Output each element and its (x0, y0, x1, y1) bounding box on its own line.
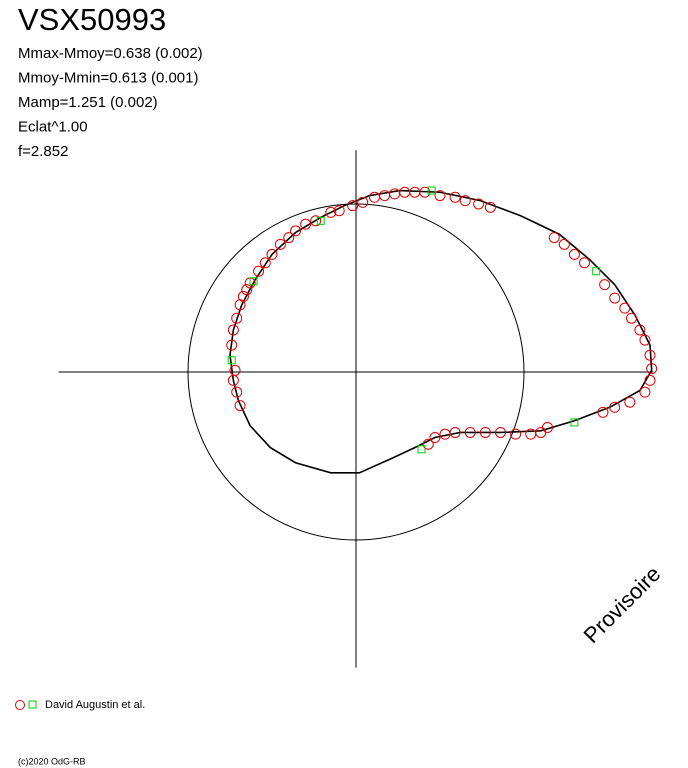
data-point (578, 257, 590, 269)
data-point (253, 265, 265, 277)
data-point (510, 428, 522, 440)
legend-label: David Augustin et al. (45, 699, 145, 711)
data-point (316, 216, 325, 225)
data-point (241, 284, 253, 296)
stat-line: Mmax-Mmoy=0.638 (0.002) (18, 45, 203, 62)
reference-circle (187, 203, 525, 541)
data-point (639, 334, 651, 346)
data-point (639, 386, 651, 398)
data-point (494, 426, 506, 438)
data-point (597, 406, 609, 418)
data-point (464, 426, 476, 438)
data-point (548, 232, 560, 244)
data-point (634, 324, 646, 336)
data-point (227, 324, 239, 336)
data-point (389, 188, 401, 200)
data-point (473, 198, 485, 210)
data-point (644, 374, 656, 386)
data-point (283, 232, 295, 244)
data-point (399, 186, 411, 198)
data-point (357, 196, 369, 208)
data-point (266, 248, 278, 260)
data-point (310, 215, 322, 227)
stat-line: Eclat^1.00 (18, 118, 88, 135)
data-point (542, 421, 554, 433)
data-point (479, 426, 491, 438)
data-point (229, 364, 241, 376)
data-point (419, 186, 431, 198)
data-point (449, 426, 461, 438)
data-point (249, 277, 258, 286)
data-point (429, 432, 441, 444)
data-point (259, 257, 271, 269)
footer: (c)2020 OdG-RB (18, 756, 86, 766)
data-point (434, 190, 446, 202)
data-point (226, 339, 238, 351)
data-point (535, 426, 547, 438)
data-point (237, 290, 249, 302)
data-point (300, 218, 312, 230)
data-point (568, 248, 580, 260)
data-point (231, 312, 243, 324)
data-point (227, 356, 236, 365)
stat-line: Mamp=1.251 (0.002) (18, 94, 158, 111)
legend-square (28, 700, 37, 709)
data-point (379, 190, 391, 202)
data-point (644, 349, 656, 361)
chart-title: VSX50993 (18, 2, 166, 37)
data-point (592, 267, 601, 276)
data-point (599, 279, 611, 291)
data-point (646, 363, 658, 375)
data-point (333, 205, 345, 217)
data-point (609, 401, 621, 413)
data-point (409, 186, 421, 198)
data-point (368, 191, 380, 203)
data-point (624, 396, 636, 408)
data-point (234, 400, 246, 412)
stat-line: f=2.852 (18, 143, 68, 160)
data-point (290, 225, 302, 237)
data-point (459, 195, 471, 207)
data-point (427, 186, 436, 195)
data-point (609, 292, 621, 304)
data-point (626, 312, 638, 324)
data-point (274, 238, 286, 250)
data-point (449, 191, 461, 203)
watermark: Provisoire (579, 561, 666, 648)
data-point (422, 438, 434, 450)
data-point (347, 200, 359, 212)
data-point (558, 238, 570, 250)
data-point (325, 206, 337, 218)
data-point (417, 445, 426, 454)
data-point (484, 201, 496, 213)
data-point (570, 418, 579, 427)
data-point (619, 302, 631, 314)
data-point (231, 386, 243, 398)
legend-circle (15, 700, 25, 710)
stat-line: Mmoy-Mmin=0.613 (0.001) (18, 69, 198, 86)
curve (229, 189, 653, 474)
